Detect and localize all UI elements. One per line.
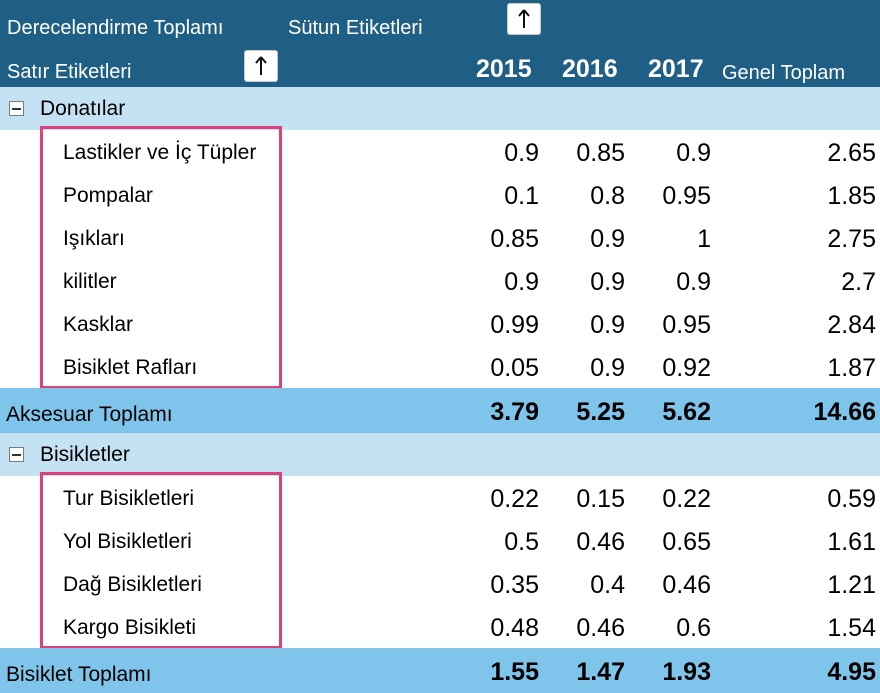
pivot-header: Derecelendirme Toplamı Sütun Etiketleri … [0,0,880,87]
column-header-grand-total: Genel Toplam [722,62,846,84]
cell-grand-total[interactable]: 1.21 [827,571,876,599]
row-label[interactable]: Kasklar [63,313,134,336]
cell-value[interactable]: 0.9 [676,268,711,296]
cell-grand-total[interactable]: 14.66 [813,398,876,426]
subtotal-row[interactable]: Aksesuar Toplamı 3.79 5.25 5.62 14.66 [0,388,880,433]
cell-value[interactable]: 0.6 [676,614,711,642]
arrow-up-icon [255,56,267,75]
cell-value[interactable]: 5.62 [662,398,711,426]
cell-value[interactable]: 0.46 [576,614,625,642]
arrow-up-icon [518,9,530,28]
collapse-toggle-icon[interactable] [9,447,24,462]
cell-grand-total[interactable]: 2.75 [827,225,876,253]
cell-value[interactable]: 0.05 [490,354,539,382]
table-row[interactable]: Lastikler ve İç Tüpler 0.9 0.85 0.9 2.65 [0,130,880,173]
cell-grand-total[interactable]: 0.59 [827,485,876,513]
cell-value[interactable]: 0.95 [662,311,711,339]
table-row[interactable]: Kargo Bisikleti 0.48 0.46 0.6 1.54 [0,605,880,648]
column-header-year[interactable]: 2016 [562,55,618,83]
cell-value[interactable]: 0.9 [590,311,625,339]
cell-grand-total[interactable]: 1.54 [827,614,876,642]
group-label[interactable]: Bisikletler [40,443,130,466]
row-label[interactable]: Işıkları [63,227,125,250]
column-header-year[interactable]: 2015 [476,55,532,83]
row-label[interactable]: Dağ Bisikletleri [63,573,202,596]
subtotal-label: Aksesuar Toplamı [6,403,173,426]
cell-value[interactable]: 0.22 [662,485,711,513]
cell-value[interactable]: 1.47 [576,658,625,686]
row-label[interactable]: Lastikler ve İç Tüpler [63,141,257,164]
row-label[interactable]: Yol Bisikletleri [63,530,192,553]
table-row[interactable]: Tur Bisikletleri 0.22 0.15 0.22 0.59 [0,476,880,519]
cell-value[interactable]: 0.85 [576,139,625,167]
row-label[interactable]: Tur Bisikletleri [63,487,195,510]
cell-value[interactable]: 0.65 [662,528,711,556]
cell-value[interactable]: 0.92 [662,354,711,382]
cell-value[interactable]: 0.95 [662,182,711,210]
row-label[interactable]: kilitler [63,270,117,293]
table-row[interactable]: kilitler 0.9 0.9 0.9 2.7 [0,259,880,302]
cell-value[interactable]: 0.1 [504,182,539,210]
row-sort-button[interactable] [244,50,278,82]
group-label[interactable]: Donatılar [40,97,126,120]
cell-value[interactable]: 0.8 [590,182,625,210]
row-labels-field[interactable]: Satır Etiketleri [7,61,132,83]
cell-grand-total[interactable]: 1.87 [827,354,876,382]
cell-value[interactable]: 0.9 [590,354,625,382]
cell-grand-total[interactable]: 1.85 [827,182,876,210]
values-field-label: Derecelendirme Toplamı [7,17,224,39]
column-sort-button[interactable] [507,3,541,35]
cell-grand-total[interactable]: 1.61 [827,528,876,556]
cell-value[interactable]: 0.85 [490,225,539,253]
table-row[interactable]: Bisiklet Rafları 0.05 0.9 0.92 1.87 [0,345,880,388]
column-header-year[interactable]: 2017 [648,55,704,83]
group-row[interactable]: Donatılar [0,87,880,130]
table-row[interactable]: Işıkları 0.85 0.9 1 2.75 [0,216,880,259]
row-label[interactable]: Pompalar [63,184,153,207]
table-row[interactable]: Kasklar 0.99 0.9 0.95 2.84 [0,302,880,345]
cell-value[interactable]: 0.22 [490,485,539,513]
cell-value[interactable]: 5.25 [576,398,625,426]
cell-value[interactable]: 0.99 [490,311,539,339]
cell-value[interactable]: 0.9 [590,225,625,253]
table-row[interactable]: Pompalar 0.1 0.8 0.95 1.85 [0,173,880,216]
cell-value[interactable]: 0.46 [662,571,711,599]
subtotal-row[interactable]: Bisiklet Toplamı 1.55 1.47 1.93 4.95 [0,648,880,693]
cell-grand-total[interactable]: 2.65 [827,139,876,167]
table-row[interactable]: Dağ Bisikletleri 0.35 0.4 0.46 1.21 [0,562,880,605]
cell-value[interactable]: 0.48 [490,614,539,642]
cell-value[interactable]: 3.79 [490,398,539,426]
subtotal-label: Bisiklet Toplamı [6,663,152,686]
cell-value[interactable]: 0.4 [590,571,625,599]
cell-value[interactable]: 0.9 [676,139,711,167]
cell-value[interactable]: 0.46 [576,528,625,556]
cell-value[interactable]: 0.9 [590,268,625,296]
cell-value[interactable]: 0.9 [504,139,539,167]
cell-value[interactable]: 1.55 [490,658,539,686]
collapse-toggle-icon[interactable] [9,101,24,116]
cell-value[interactable]: 0.9 [504,268,539,296]
cell-value[interactable]: 0.5 [504,528,539,556]
table-row[interactable]: Yol Bisikletleri 0.5 0.46 0.65 1.61 [0,519,880,562]
cell-value[interactable]: 1.93 [662,658,711,686]
cell-value[interactable]: 1 [697,225,711,253]
cell-value[interactable]: 0.15 [576,485,625,513]
cell-value[interactable]: 0.35 [490,571,539,599]
row-label[interactable]: Bisiklet Rafları [63,356,198,379]
cell-grand-total[interactable]: 2.7 [841,268,876,296]
column-labels-field[interactable]: Sütun Etiketleri [288,17,423,39]
row-label[interactable]: Kargo Bisikleti [63,616,197,639]
minus-icon [12,107,21,110]
cell-grand-total[interactable]: 4.95 [827,658,876,686]
minus-icon [12,453,21,456]
cell-grand-total[interactable]: 2.84 [827,311,876,339]
group-row[interactable]: Bisikletler [0,433,880,476]
